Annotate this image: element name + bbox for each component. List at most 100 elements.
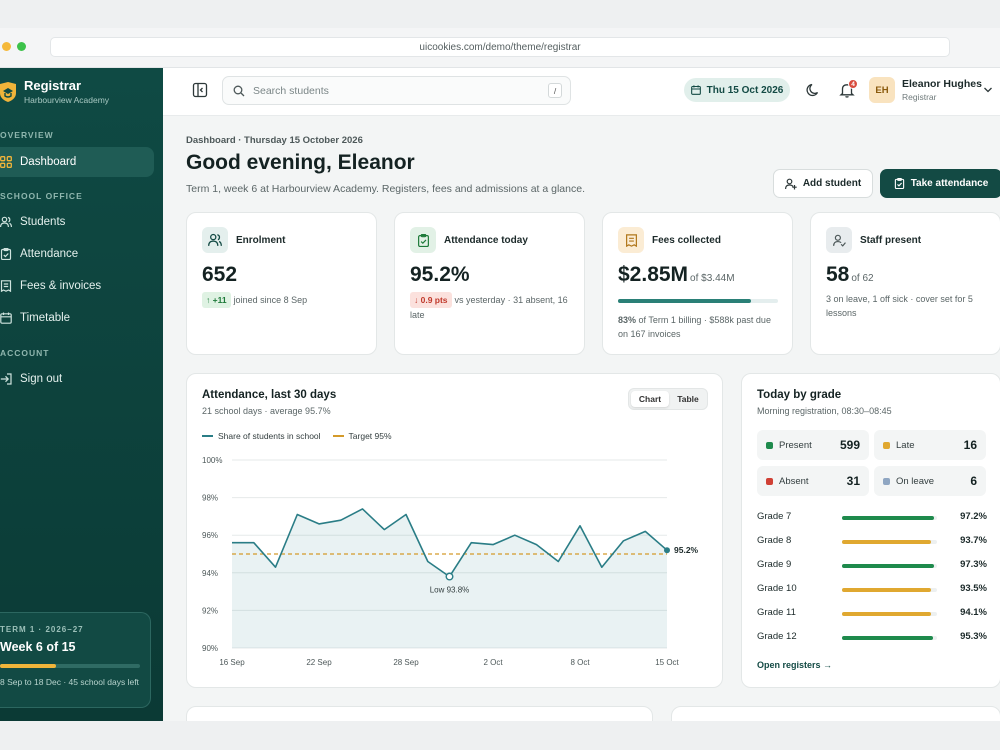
open-registers-link[interactable]: Open registers → [757, 660, 833, 670]
status-dot [883, 477, 890, 485]
term-week: Week 6 of 15 [0, 640, 76, 654]
kpi-value: $2.85M of $3.44M [618, 263, 735, 287]
sidebar-item-attendance[interactable]: Attendance [0, 239, 154, 269]
sidebar-item-sign-out[interactable]: Sign out [0, 364, 154, 394]
grade-row[interactable]: Grade 12 95.3% [757, 631, 987, 645]
grade-name: Grade 12 [757, 631, 797, 642]
kpi-card-attendance[interactable]: Attendance today 95.2% ↓ 0.9 pts vs yeste… [394, 212, 585, 355]
kpi-title: Attendance today [444, 235, 528, 246]
kpi-card-enrolment[interactable]: Enrolment 652 ↑ +11 joined since 8 Sep [186, 212, 377, 355]
grade-bar-track [842, 636, 937, 640]
topbar: / Thu 15 Oct 2026 4 EH Eleanor Hughes Re… [163, 68, 1000, 116]
kpi-value-number: 58 [826, 263, 850, 286]
date-label: Thu 15 Oct 2026 [706, 84, 784, 96]
grade-row[interactable]: Grade 10 93.5% [757, 583, 987, 597]
users-icon [202, 227, 228, 253]
kpi-value-of: of 62 [851, 273, 874, 284]
grade-percent: 93.5% [960, 583, 987, 594]
brand[interactable]: Registrar Harbourview Academy [0, 78, 109, 105]
kpi-card-staff[interactable]: Staff present 58 of 62 3 on leave, 1 off … [810, 212, 1000, 355]
notification-badge: 4 [848, 79, 858, 89]
grade-card-subtitle: Morning registration, 08:30–08:45 [757, 406, 892, 416]
y-tick-label: 94% [202, 569, 218, 578]
users-icon [0, 216, 12, 228]
kpi-value-of: of $3.44M [690, 273, 735, 284]
lower-card-left [186, 706, 653, 721]
moon-icon[interactable] [806, 82, 822, 98]
take-attendance-label: Take attendance [910, 178, 989, 189]
chevron-down-icon[interactable] [983, 86, 993, 94]
sidebar-toggle-icon[interactable] [192, 82, 208, 98]
attendance-chart-card: Attendance, last 30 days 21 school days … [186, 373, 723, 688]
stat-absent[interactable]: Absent 31 [757, 466, 869, 496]
school-shield-logo-icon [0, 81, 16, 102]
y-tick-label: 92% [202, 606, 218, 615]
today-by-grade-card: Today by grade Morning registration, 08:… [741, 373, 1000, 688]
kpi-note: ↓ 0.9 pts vs yesterday · 31 absent, 16 la… [410, 292, 570, 322]
kpi-note: ↑ +11 joined since 8 Sep [202, 292, 362, 308]
clipboard-check-icon [410, 227, 436, 253]
user-plus-icon [784, 178, 797, 189]
add-student-button[interactable]: Add student [773, 169, 873, 198]
chart-title: Attendance, last 30 days [202, 389, 337, 401]
bell-icon[interactable] [839, 82, 855, 98]
legend-item: Share of students in school [202, 431, 321, 441]
brand-school: Harbourview Academy [24, 95, 110, 105]
legend-label: Target 95% [348, 431, 392, 441]
user-name[interactable]: Eleanor Hughes [902, 78, 982, 90]
sidebar-item-fees[interactable]: Fees & invoices [0, 271, 154, 301]
take-attendance-button[interactable]: Take attendance [880, 169, 1000, 198]
stat-label: Present [779, 439, 812, 451]
sidebar-item-students[interactable]: Students [0, 207, 154, 237]
calendar-icon [0, 312, 12, 324]
kpi-title: Fees collected [652, 235, 721, 246]
kpi-card-fees[interactable]: Fees collected $2.85M of $3.44M 83% of Te… [602, 212, 793, 355]
section-label-account: ACCOUNT [0, 348, 50, 358]
user-role: Registrar [902, 92, 937, 102]
grade-bar-fill [842, 636, 933, 640]
search-input[interactable] [253, 84, 533, 97]
fees-progress-fill [618, 299, 751, 303]
add-student-label: Add student [802, 178, 862, 189]
term-progress-fill [0, 664, 56, 668]
minimize-dot[interactable] [2, 42, 11, 51]
grade-row[interactable]: Grade 11 94.1% [757, 607, 987, 621]
grade-bar-fill [842, 540, 931, 544]
section-label-school-office: SCHOOL OFFICE [0, 191, 83, 201]
clipboard-check-icon [894, 178, 904, 189]
grade-card-title: Today by grade [757, 389, 842, 401]
sidebar-item-timetable[interactable]: Timetable [0, 303, 154, 333]
kpi-value-number: $2.85M [618, 263, 689, 286]
view-table-button[interactable]: Table [677, 394, 699, 404]
sidebar-item-dashboard[interactable]: Dashboard [0, 147, 154, 177]
x-tick-label: 2 Oct [483, 658, 503, 667]
kpi-title: Enrolment [236, 235, 286, 246]
y-tick-label: 100% [202, 456, 222, 465]
stat-present[interactable]: Present 599 [757, 430, 869, 460]
page-subtitle: Term 1, week 6 at Harbourview Academy. R… [186, 183, 585, 195]
clipboard-check-icon [0, 248, 12, 260]
term-progress-card: TERM 1 · 2026–27 Week 6 of 15 8 Sep to 1… [0, 612, 151, 708]
grade-bar-track [842, 564, 937, 568]
status-dot [766, 441, 773, 449]
stat-on-leave[interactable]: On leave 6 [874, 466, 986, 496]
grid-icon [0, 156, 12, 168]
avatar[interactable]: EH [869, 77, 895, 103]
stat-value: 599 [839, 438, 860, 452]
term-label: TERM 1 · 2026–27 [0, 625, 84, 634]
maximize-dot[interactable] [17, 42, 26, 51]
grade-row[interactable]: Grade 7 97.2% [757, 511, 987, 525]
date-pill[interactable]: Thu 15 Oct 2026 [684, 78, 790, 102]
stat-late[interactable]: Late 16 [874, 430, 986, 460]
kpi-note-bold: 83% [618, 315, 637, 325]
grade-row[interactable]: Grade 9 97.3% [757, 559, 987, 573]
grade-row[interactable]: Grade 8 93.7% [757, 535, 987, 549]
sidebar-item-label: Attendance [20, 248, 79, 260]
trend-chip-down: ↓ 0.9 pts [410, 292, 452, 308]
search-box[interactable]: / [222, 76, 571, 105]
grade-name: Grade 9 [757, 559, 792, 570]
grade-name: Grade 10 [757, 583, 797, 594]
address-bar[interactable]: uicookies.com/demo/theme/registrar [50, 37, 950, 57]
view-chart-button[interactable]: Chart [631, 391, 669, 407]
y-tick-label: 96% [202, 531, 218, 540]
